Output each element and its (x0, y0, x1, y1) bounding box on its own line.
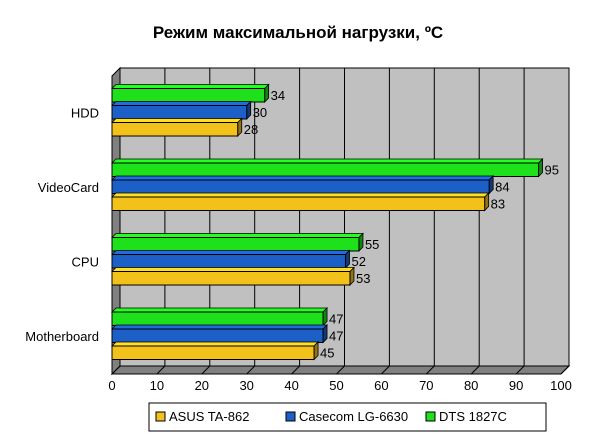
bar (111, 196, 486, 211)
bar-top (111, 101, 252, 106)
x-tick-label: 70 (419, 378, 433, 393)
category-label: HDD (71, 105, 99, 120)
data-label: 47 (329, 312, 343, 327)
bar-top (111, 341, 320, 347)
legend-swatch (425, 411, 436, 422)
x-tick-label: 20 (195, 378, 209, 393)
x-tick-label: 80 (464, 378, 478, 393)
gridline-floor (111, 365, 121, 375)
category-label: VideoCard (38, 180, 99, 195)
category-label: CPU (72, 254, 99, 269)
x-tick-label: 30 (239, 378, 253, 393)
legend-swatch (285, 411, 296, 422)
bar (111, 237, 360, 252)
data-label: 45 (320, 346, 334, 361)
legend-swatch (155, 411, 166, 422)
data-label: 28 (244, 122, 258, 137)
x-tick-label: 100 (550, 378, 572, 393)
bar (111, 88, 266, 103)
data-label: 55 (365, 237, 379, 252)
x-tick-label: 90 (509, 378, 523, 393)
data-label: 34 (271, 88, 285, 103)
legend-box (148, 402, 547, 432)
bar (111, 122, 239, 137)
gridline-floor (381, 365, 390, 375)
x-tick-label: 60 (374, 378, 388, 393)
gridline-floor (246, 365, 256, 375)
bar-top (111, 233, 364, 238)
category-label: Motherboard (25, 329, 99, 344)
bar-top (111, 175, 495, 181)
x-tick-label: 50 (329, 378, 343, 393)
bar (111, 271, 351, 286)
legend-item: Casecom LG-6630 (285, 409, 408, 424)
bar-top (111, 158, 544, 164)
bar-top (111, 118, 243, 123)
data-label: 52 (351, 254, 365, 269)
legend-label: ASUS TA-862 (169, 409, 249, 424)
bar (111, 105, 248, 120)
bar (111, 311, 324, 326)
data-label: 47 (329, 329, 343, 344)
gridline-floor (425, 365, 435, 375)
gridline-floor (291, 365, 300, 375)
data-label: 30 (253, 105, 267, 120)
gridline-floor (560, 365, 570, 375)
bar (111, 179, 490, 194)
bar-top (111, 250, 351, 255)
bar-top (111, 267, 355, 272)
x-tick-label: 10 (150, 378, 164, 393)
data-label: 84 (495, 180, 509, 195)
legend-label: DTS 1827C (439, 409, 507, 424)
gridline-floor (515, 365, 525, 375)
bar-top (111, 84, 270, 89)
bar (111, 328, 324, 343)
bar-top (111, 324, 328, 330)
bar (111, 345, 315, 360)
data-label: 53 (356, 271, 370, 286)
bar-top (111, 192, 490, 198)
plot-area-group: 0 10 20 30 40 50 60 70 80 90 100 HDD 34 30 28 VideoCard… (25, 66, 572, 393)
legend: ASUS TA-862 Casecom LG-6630 DTS 1827C (148, 402, 547, 432)
x-tick-label: 0 (108, 378, 115, 393)
bar (111, 162, 540, 177)
legend-item: DTS 1827C (425, 409, 507, 424)
gridline-floor (336, 365, 345, 375)
legend-label: Casecom LG-6630 (299, 409, 408, 424)
chart-title: Режим максимальной нагрузки, ºС (153, 23, 443, 42)
legend-item: ASUS TA-862 (155, 409, 249, 424)
gridline-floor (201, 365, 211, 375)
data-label: 95 (545, 163, 559, 178)
gridline-floor (156, 365, 166, 375)
x-tick-label: 40 (284, 378, 298, 393)
data-label: 83 (491, 197, 505, 212)
bar (111, 254, 346, 269)
bar-top (111, 307, 328, 313)
gridline-floor (470, 365, 480, 375)
